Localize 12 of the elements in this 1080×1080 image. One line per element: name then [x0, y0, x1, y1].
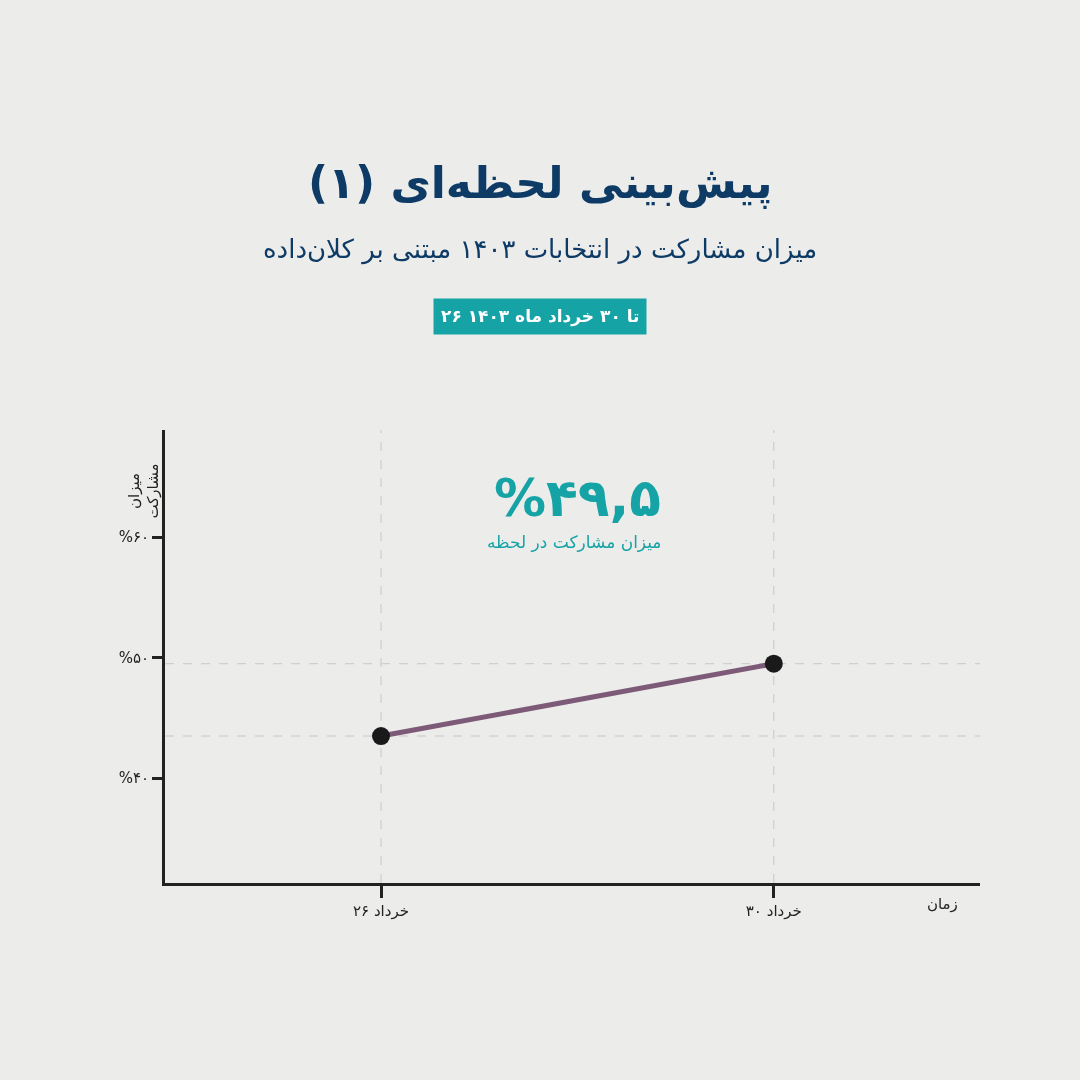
- y-tick-label: %۵۰: [118, 648, 149, 667]
- y-axis-title: میزان مشارکت: [124, 463, 162, 519]
- annotation: %۴۹,۵: [494, 468, 662, 528]
- x-tick-label: ۲۶ خرداد: [353, 902, 409, 920]
- x-tick-label: ۳۰ خرداد: [745, 902, 802, 920]
- annotation: میزان مشارکت در لحظه: [487, 532, 662, 552]
- y-tick-label: %۴۰: [118, 769, 149, 788]
- chart-subtitle: میزان مشارکت در انتخابات ۱۴۰۳ مبتنی بر کلان‌داده: [263, 234, 818, 265]
- x-axis-title: زمان: [927, 895, 958, 913]
- chart-title: پیش‌بینی لحظه‌ای (۱): [308, 157, 773, 209]
- y-tick-label: %۶۰: [118, 528, 149, 547]
- text: ۲۶ تا ۳۰ خرداد ماه ۱۴۰۳: [441, 306, 640, 327]
